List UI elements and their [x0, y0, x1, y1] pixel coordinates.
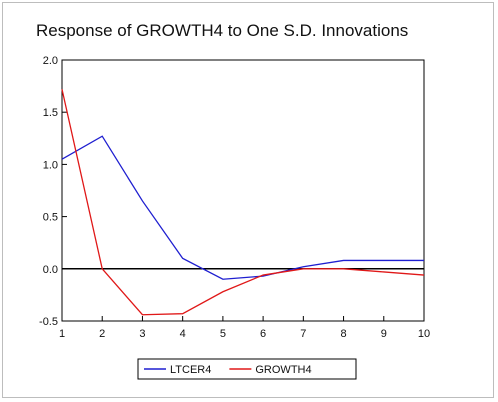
y-tick-label: 1.5 [43, 107, 58, 119]
x-tick-label: 6 [260, 328, 266, 340]
x-tick-label: 7 [300, 328, 306, 340]
series-line-ltcer4 [61, 135, 424, 280]
x-tick-label: 9 [381, 328, 387, 340]
chart-title: Response of GROWTH4 to One S.D. Innovati… [36, 21, 408, 40]
series-layer [61, 89, 425, 316]
x-tick-label: 10 [418, 328, 430, 340]
x-tick-label: 2 [99, 328, 105, 340]
x-tick-label: 8 [340, 328, 346, 340]
y-tick-label: 0.5 [43, 212, 58, 224]
x-tick-label: 4 [180, 328, 186, 340]
y-tick-label: 1.0 [43, 159, 58, 171]
y-tick-label: 0.0 [43, 264, 58, 276]
y-tick-label: 2.0 [43, 55, 58, 67]
x-axis: 1 2 3 4 5 6 7 8 9 10 [59, 316, 430, 340]
legend: LTCER4 GROWTH4 [137, 358, 357, 380]
y-tick-label: -0.5 [39, 316, 58, 328]
legend-label-growth4: GROWTH4 [255, 364, 311, 376]
x-tick-label: 5 [220, 328, 226, 340]
plot-area [61, 59, 425, 322]
series-line-growth4 [61, 89, 425, 316]
y-axis: 2.0 1.5 1.0 0.5 0.0 -0.5 [39, 55, 67, 328]
x-tick-label: 1 [59, 328, 65, 340]
chart-frame [2, 2, 494, 398]
legend-label-ltcer4: LTCER4 [170, 364, 211, 376]
x-tick-label: 3 [139, 328, 145, 340]
